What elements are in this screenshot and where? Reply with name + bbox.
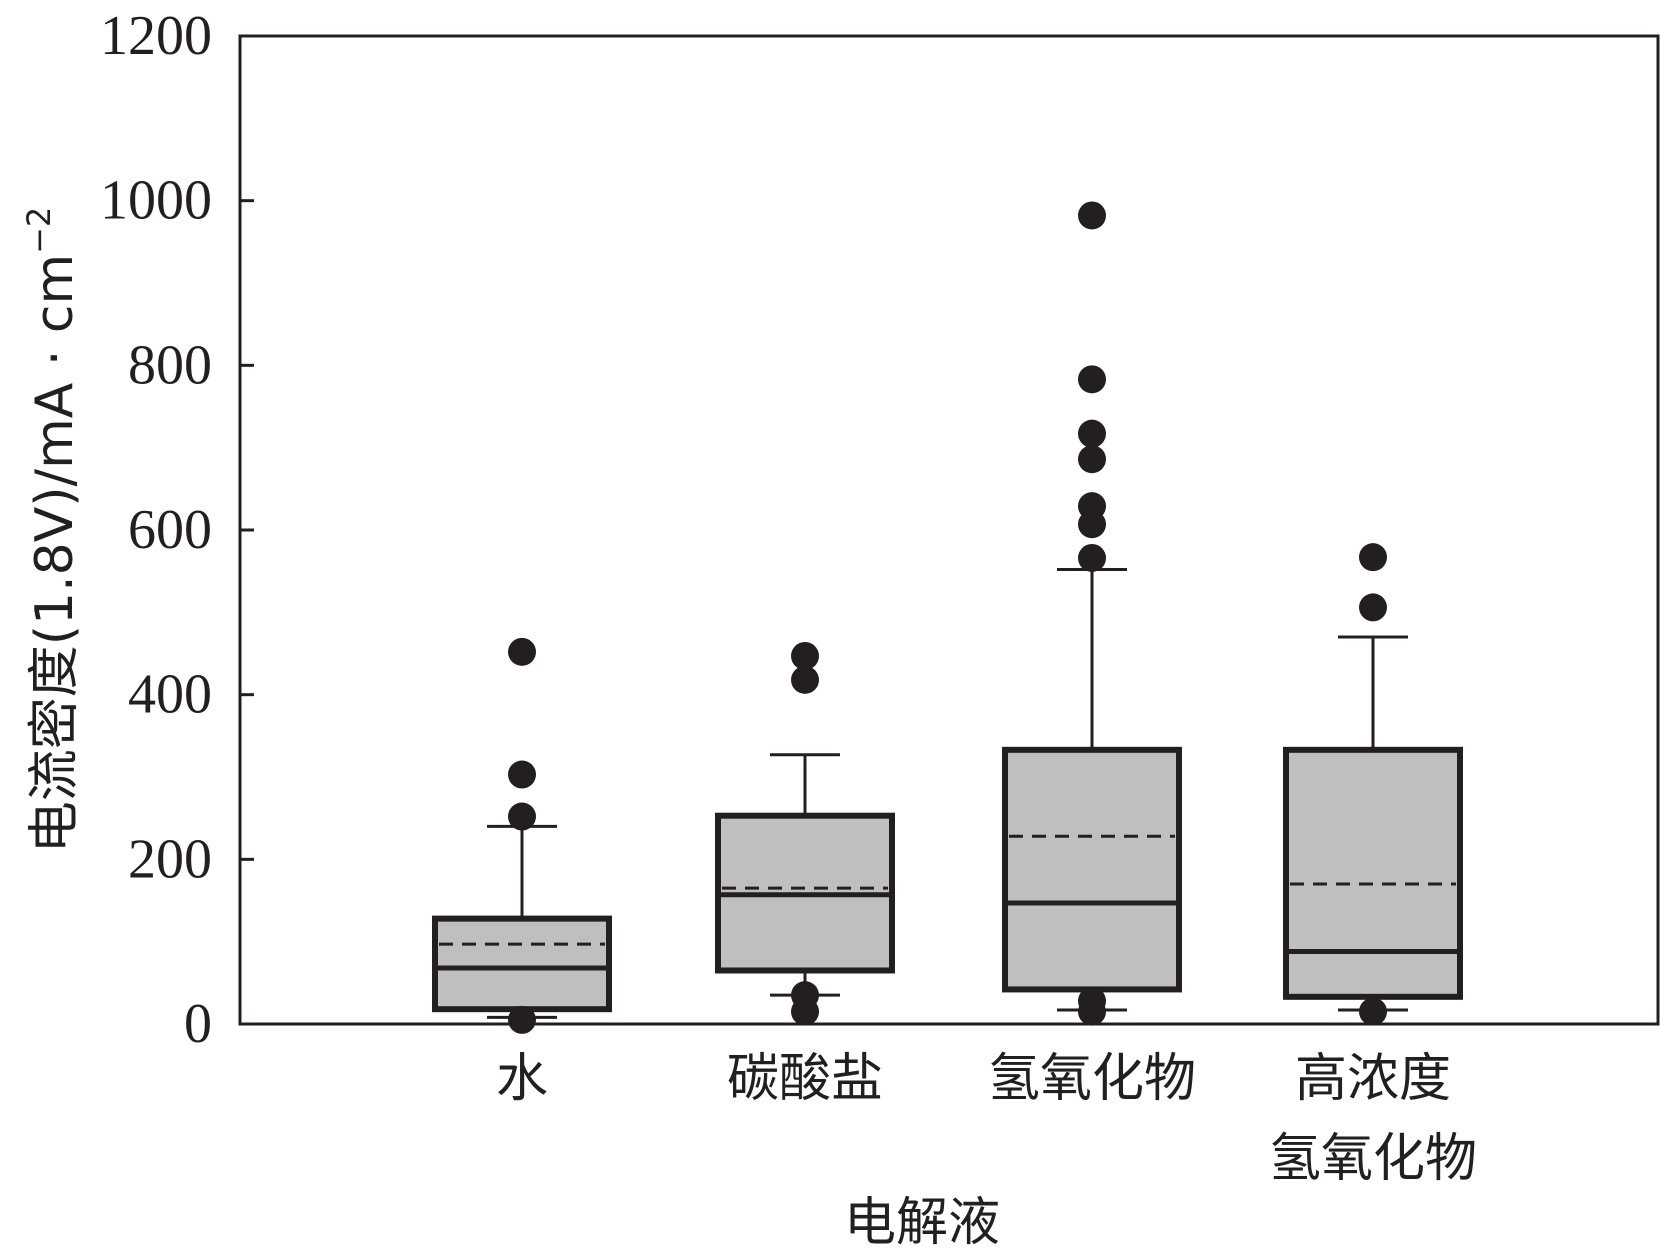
y-axis-title-superscript: −2 <box>20 207 58 254</box>
outlier-point <box>508 760 536 789</box>
y-tick-label: 1000 <box>100 170 212 232</box>
y-tick-label: 600 <box>128 499 212 561</box>
x-axis-title: 电解液 <box>844 1193 1000 1252</box>
y-tick-label: 1200 <box>100 5 212 67</box>
outlier-point <box>791 981 819 1010</box>
outlier-point <box>508 637 536 666</box>
outlier-point <box>1359 593 1387 622</box>
x-category-label: 氢氧化物 <box>1269 1129 1477 1189</box>
iqr-box <box>1002 746 1182 993</box>
outlier-point <box>1078 445 1106 474</box>
outlier-point <box>508 1005 536 1034</box>
x-category-label: 碳酸盐 <box>727 1049 883 1109</box>
outlier-point <box>1078 543 1106 572</box>
outlier-point <box>791 641 819 670</box>
box-group <box>1283 543 1463 1026</box>
x-axis: 水碳酸盐 氢氧化物 高浓度氢氧化物 <box>496 1049 1477 1189</box>
outlier-point <box>1078 201 1106 230</box>
x-category-label: 水 <box>496 1049 548 1109</box>
iqr-box <box>1283 746 1463 1000</box>
x-category-label: 高浓度 <box>1295 1049 1451 1109</box>
outlier-point <box>1359 997 1387 1026</box>
y-axis: 0 200 400 600 800 1000 1200 <box>100 5 254 1055</box>
box-group <box>432 637 612 1034</box>
y-tick-label: 0 <box>184 993 212 1055</box>
y-axis-title-main: 电流密度(1.8V)/mA · cm <box>25 254 85 853</box>
outlier-point <box>791 665 819 694</box>
x-category-label: 氢氧化物 <box>988 1049 1196 1109</box>
outlier-point <box>1359 543 1387 572</box>
outlier-point <box>1078 986 1106 1015</box>
outlier-point <box>1078 492 1106 521</box>
y-tick-label: 400 <box>128 664 212 726</box>
iqr-box <box>432 915 612 1013</box>
box-series <box>432 201 1463 1034</box>
y-tick-label: 200 <box>128 828 212 890</box>
outlier-point <box>1078 419 1106 448</box>
outlier-point <box>1078 365 1106 394</box>
outlier-point <box>508 802 536 831</box>
y-axis-title: 电流密度(1.8V)/mA · cm−2 <box>20 207 85 854</box>
box-group <box>715 641 895 1026</box>
box-group <box>1002 201 1182 1026</box>
y-tick-label: 800 <box>128 334 212 396</box>
